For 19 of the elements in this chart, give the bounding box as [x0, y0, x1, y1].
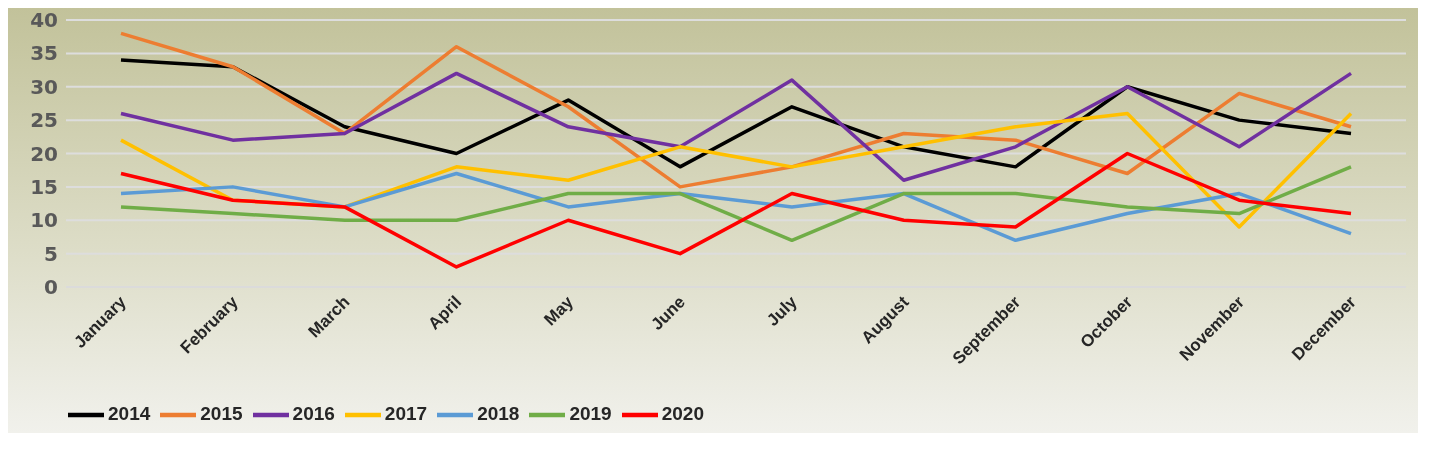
legend-label: 2019 — [569, 403, 612, 425]
line-series — [119, 151, 1353, 269]
legend-label: 2018 — [477, 403, 520, 425]
y-tick-label: 10 — [30, 208, 58, 233]
legend-label: 2014 — [108, 403, 151, 425]
y-tick-label: 0 — [44, 275, 58, 300]
legend-label: 2015 — [200, 403, 243, 425]
line-series — [119, 71, 1353, 182]
y-tick-label: 30 — [30, 74, 58, 99]
legend-label: 2017 — [384, 403, 428, 425]
y-tick-label: 25 — [30, 108, 58, 133]
y-tick-label: 35 — [30, 41, 58, 66]
legend-label: 2020 — [661, 403, 704, 425]
y-tick-label: 5 — [44, 241, 58, 266]
legend-label: 2016 — [292, 403, 335, 425]
line-series — [119, 31, 1353, 189]
y-tick-label: 20 — [30, 141, 58, 166]
y-tick-label: 15 — [30, 174, 58, 199]
y-tick-label: 40 — [30, 8, 58, 33]
